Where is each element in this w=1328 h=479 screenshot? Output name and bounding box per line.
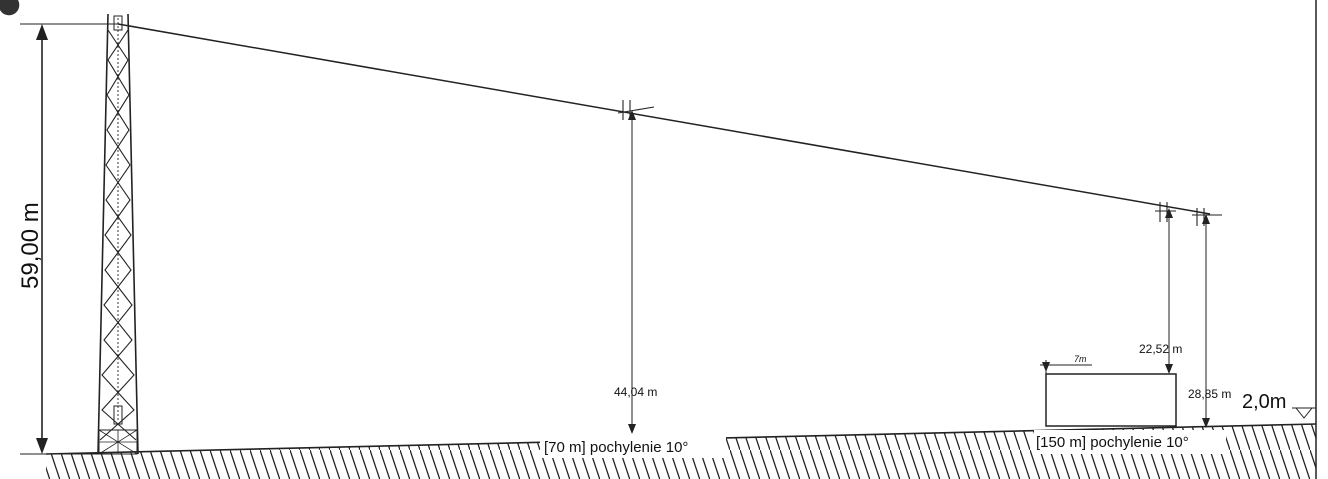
clearance-dimension-building — [1165, 208, 1173, 374]
level-marker — [1292, 407, 1316, 419]
ground-label-70m-bg — [540, 434, 726, 458]
clearance-70m-label: 44,04 m — [614, 385, 657, 399]
corner-marker — [0, 0, 20, 16]
sight-line — [117, 23, 1211, 215]
ground-label-150m-bg — [1034, 430, 1226, 454]
clearance-dimension-70m — [628, 110, 636, 434]
building-width-label: 7m — [1074, 354, 1087, 364]
ground-label-70m: [70 m] pochylenie 10° — [544, 439, 688, 456]
building — [1045, 373, 1177, 427]
level-label: 2,0m — [1242, 391, 1286, 413]
lattice-tower — [97, 13, 139, 455]
ground-label-150m: [150 m] pochylenie 10° — [1036, 434, 1189, 451]
tick-building — [1155, 202, 1176, 222]
clearance-building-label: 22,52 m — [1139, 342, 1182, 356]
clearance-150m-label: 28,85 m — [1188, 387, 1231, 401]
tower-height-dimension — [36, 24, 48, 454]
building-width-dimension — [1040, 360, 1092, 374]
tower-height-label: 59,00 m — [17, 202, 44, 289]
clearance-dimension-150m — [1202, 214, 1210, 428]
